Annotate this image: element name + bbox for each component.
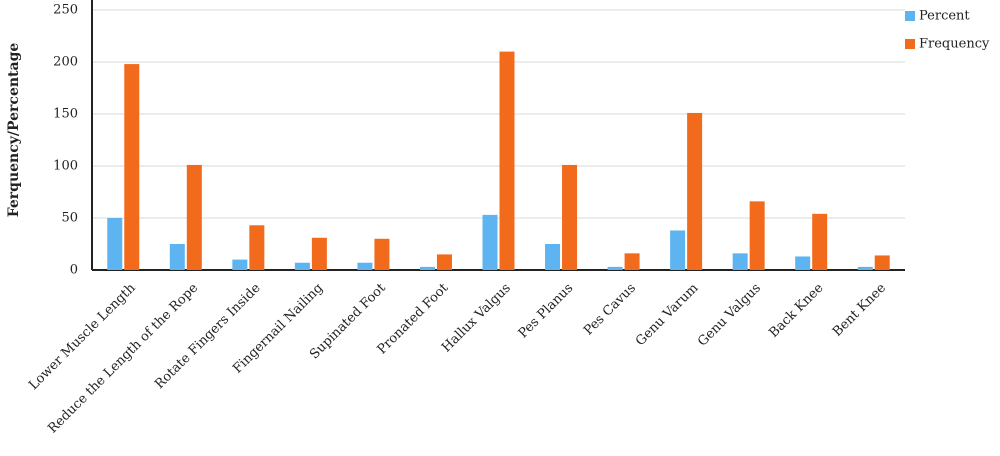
bar	[374, 238, 390, 270]
x-tick-label: Genu Valgus	[695, 281, 764, 350]
bar	[249, 225, 265, 270]
bar	[482, 214, 498, 270]
x-tick-label: Rotate Fingers Inside	[152, 280, 264, 392]
legend-swatch	[905, 39, 915, 49]
x-tick-label: Back Knee	[766, 280, 826, 340]
bar	[732, 253, 748, 270]
bar	[186, 164, 202, 270]
x-tick-label: Pes Cavus	[581, 281, 639, 339]
bar	[624, 253, 640, 270]
y-tick-label: 50	[61, 211, 78, 226]
bar	[607, 266, 623, 270]
y-axis-label: Ferquency/Percentage	[6, 43, 22, 218]
bar	[232, 259, 248, 270]
bar	[357, 262, 373, 270]
bar	[124, 64, 140, 270]
bar	[795, 256, 811, 270]
y-tick-label: 250	[53, 3, 78, 18]
bar	[687, 112, 703, 271]
legend-label: Frequency	[919, 37, 990, 52]
bar	[812, 213, 828, 270]
x-tick-label: Lower Muscle Length	[26, 280, 139, 393]
bar	[436, 254, 452, 270]
y-tick-label: 150	[53, 107, 78, 122]
y-tick-label: 200	[53, 55, 78, 70]
bar	[562, 164, 578, 270]
x-tick-label: Genu Varum	[633, 281, 701, 349]
bar	[311, 237, 327, 270]
bar	[749, 201, 765, 270]
bar	[169, 244, 185, 270]
bar	[107, 218, 123, 270]
legend-label: Percent	[919, 9, 970, 24]
x-tick-label: Bent Knee	[830, 280, 889, 339]
bar	[857, 266, 873, 270]
y-tick-label: 0	[70, 263, 78, 278]
y-tick-label: 100	[53, 159, 78, 174]
bar	[499, 51, 515, 270]
bar	[670, 230, 686, 270]
x-tick-label: Pes Planus	[516, 281, 577, 342]
bar	[874, 255, 890, 270]
legend-swatch	[905, 11, 915, 21]
bar	[419, 266, 435, 270]
bar	[294, 262, 310, 270]
bar	[545, 244, 561, 270]
